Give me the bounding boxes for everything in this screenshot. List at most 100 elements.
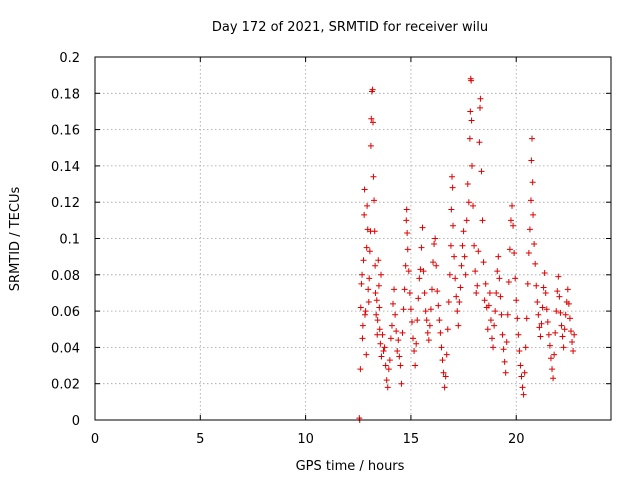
data-point: [415, 295, 422, 302]
data-point: [371, 228, 378, 235]
data-point: [543, 306, 550, 313]
data-point: [407, 306, 414, 313]
data-point: [558, 322, 565, 329]
data-point: [569, 338, 576, 345]
data-point: [404, 230, 411, 237]
data-point: [453, 293, 460, 300]
data-point: [380, 348, 387, 355]
data-point: [362, 311, 369, 318]
data-points: [356, 75, 578, 423]
y-tick-label: 0.04: [51, 341, 80, 356]
data-point: [473, 289, 480, 296]
data-point: [403, 217, 410, 224]
data-point: [396, 353, 403, 360]
x-axis-ticks: 0 5 10 15 20: [91, 57, 524, 447]
data-point: [383, 377, 390, 384]
y-tick-label: 0.18: [51, 87, 80, 102]
data-point: [426, 322, 433, 329]
data-point: [479, 217, 486, 224]
data-point: [358, 280, 365, 287]
data-point: [551, 351, 558, 358]
data-point: [520, 391, 527, 398]
data-point: [376, 304, 383, 311]
data-point: [532, 260, 539, 267]
data-point: [417, 266, 424, 273]
data-point: [537, 333, 544, 340]
data-point: [369, 86, 376, 93]
data-point: [458, 262, 465, 269]
data-point: [529, 135, 536, 142]
data-point: [431, 240, 438, 247]
data-point: [492, 308, 499, 315]
data-point: [448, 206, 455, 213]
data-point: [378, 271, 385, 278]
data-point: [498, 311, 505, 318]
data-point: [495, 253, 502, 260]
data-point: [363, 351, 370, 358]
data-point: [556, 293, 563, 300]
data-point: [373, 297, 380, 304]
data-point: [501, 358, 508, 365]
data-point: [401, 286, 408, 293]
data-point: [438, 344, 445, 351]
data-point: [546, 342, 553, 349]
data-point: [541, 269, 548, 276]
data-point: [522, 344, 529, 351]
data-point: [567, 328, 574, 335]
data-point: [365, 299, 372, 306]
data-point: [502, 369, 509, 376]
data-point: [486, 289, 493, 296]
data-point: [557, 309, 564, 316]
data-point: [359, 335, 366, 342]
data-point: [560, 344, 567, 351]
data-point: [552, 329, 559, 336]
data-point: [547, 355, 554, 362]
data-point: [414, 317, 421, 324]
data-point: [398, 380, 405, 387]
data-point: [419, 224, 426, 231]
data-point: [411, 348, 418, 355]
data-point: [361, 211, 368, 218]
y-tick-label: 0.14: [51, 160, 80, 175]
data-point: [406, 289, 413, 296]
data-point: [516, 348, 523, 355]
data-point: [533, 282, 540, 289]
data-point: [432, 235, 439, 242]
data-point: [374, 317, 381, 324]
data-point: [448, 173, 455, 180]
data-point: [395, 337, 402, 344]
x-tick-label: 15: [403, 432, 420, 447]
data-point: [470, 202, 477, 209]
data-point: [485, 302, 492, 309]
data-point: [480, 259, 487, 266]
data-point: [402, 262, 409, 269]
data-point: [500, 346, 507, 353]
data-point: [465, 199, 472, 206]
data-point: [454, 308, 461, 315]
data-point: [387, 335, 394, 342]
data-point: [371, 197, 378, 204]
data-point: [462, 271, 469, 278]
grid: [95, 57, 611, 420]
data-point: [459, 242, 466, 249]
data-point: [400, 306, 407, 313]
data-point: [373, 311, 380, 318]
data-point: [472, 268, 479, 275]
data-point: [375, 282, 382, 289]
x-tick-label: 5: [196, 432, 204, 447]
data-point: [493, 289, 500, 296]
data-point: [430, 259, 437, 266]
data-point: [529, 179, 536, 186]
data-point: [441, 384, 448, 391]
data-point: [447, 242, 454, 249]
data-point: [514, 315, 521, 322]
data-point: [519, 384, 526, 391]
data-point: [509, 202, 516, 209]
data-point: [534, 299, 541, 306]
data-point: [494, 268, 501, 275]
x-tick-label: 0: [91, 432, 99, 447]
data-point: [474, 282, 481, 289]
data-point: [450, 222, 457, 229]
data-point: [364, 202, 371, 209]
